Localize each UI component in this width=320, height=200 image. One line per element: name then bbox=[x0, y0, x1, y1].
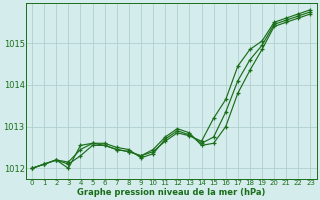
X-axis label: Graphe pression niveau de la mer (hPa): Graphe pression niveau de la mer (hPa) bbox=[77, 188, 266, 197]
